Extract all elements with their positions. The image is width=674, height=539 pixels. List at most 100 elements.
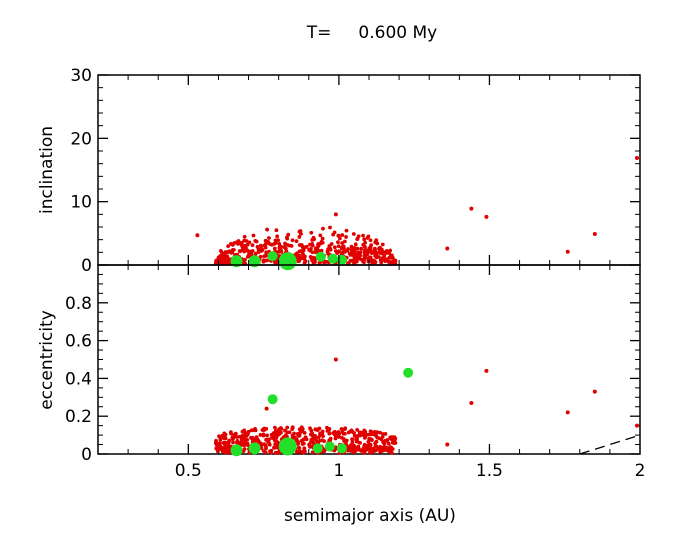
planetesimal-point bbox=[307, 247, 311, 252]
x-axis-label: semimajor axis (AU) bbox=[284, 506, 456, 526]
planetesimal-point bbox=[332, 245, 337, 250]
planetesimal-point bbox=[249, 435, 253, 440]
planetesimal-point bbox=[244, 434, 249, 438]
planetesimal-point bbox=[319, 248, 324, 253]
planetesimal-point bbox=[352, 443, 356, 448]
planetesimal-point bbox=[346, 430, 351, 435]
y-tick-label: 10 bbox=[70, 193, 92, 213]
planetesimal-point bbox=[250, 428, 255, 433]
planetesimal-point bbox=[266, 439, 271, 444]
planetesimal-point bbox=[352, 246, 357, 250]
planetesimal-point bbox=[265, 433, 269, 438]
planetesimal-point bbox=[368, 257, 373, 262]
planetesimal-point bbox=[342, 248, 347, 253]
planetesimal-point bbox=[350, 250, 355, 255]
planetesimal-point bbox=[352, 257, 357, 262]
planetesimal-point bbox=[221, 254, 225, 259]
y-tick-label: 0.6 bbox=[65, 332, 92, 352]
planetesimal-point bbox=[297, 433, 302, 438]
embryo-point bbox=[278, 252, 297, 271]
y-tick-label: 0 bbox=[81, 445, 92, 465]
planetesimal-point bbox=[276, 238, 281, 243]
planetesimal-point bbox=[233, 431, 238, 436]
planetesimal-point bbox=[231, 440, 235, 445]
planetesimal-point bbox=[310, 450, 315, 455]
planetesimal-point bbox=[221, 435, 225, 440]
planetesimal-point bbox=[592, 231, 597, 236]
planetesimal-point bbox=[634, 423, 639, 428]
planetesimal-point bbox=[385, 438, 390, 442]
planetesimal-point bbox=[276, 440, 281, 445]
embryo-point bbox=[248, 255, 261, 268]
planetesimal-point bbox=[297, 229, 302, 234]
planetesimal-point bbox=[336, 240, 340, 245]
y-tick-label: 20 bbox=[70, 129, 92, 149]
planetesimal-point bbox=[592, 389, 597, 394]
planetesimal-point bbox=[375, 241, 380, 246]
planetesimal-point bbox=[299, 450, 303, 454]
planetesimal-point bbox=[368, 443, 373, 448]
planetesimal-point bbox=[361, 447, 365, 451]
planetesimal-point bbox=[340, 430, 345, 435]
planetesimal-point bbox=[218, 257, 223, 261]
boundary-dashed-line bbox=[579, 434, 641, 455]
planetesimal-point bbox=[370, 450, 375, 455]
planetesimal-point bbox=[283, 428, 287, 433]
planetesimal-point bbox=[344, 228, 349, 233]
planetesimal-point bbox=[361, 259, 365, 264]
bottom-y-axis-label: eccentricity bbox=[37, 310, 57, 410]
y-tick-label: 30 bbox=[70, 66, 92, 86]
planetesimal-point bbox=[372, 246, 377, 251]
planetesimal-point bbox=[243, 257, 247, 262]
planetesimal-point bbox=[320, 438, 325, 443]
planetesimal-point bbox=[259, 443, 264, 447]
planetesimal-point bbox=[238, 434, 242, 439]
planetesimal-point bbox=[336, 233, 341, 238]
planetesimal-point bbox=[275, 234, 280, 239]
planetesimal-point bbox=[368, 437, 373, 441]
planetesimal-point bbox=[262, 428, 266, 433]
planetesimal-point bbox=[321, 226, 325, 231]
planetesimal-point bbox=[333, 249, 338, 253]
planetesimal-point bbox=[277, 427, 282, 432]
planetesimal-point bbox=[255, 244, 260, 249]
planetesimal-point bbox=[267, 236, 271, 240]
y-tick-label: 0.4 bbox=[65, 369, 92, 389]
planetesimal-point bbox=[302, 449, 307, 454]
planetesimal-point bbox=[264, 406, 269, 411]
planetesimal-point bbox=[220, 251, 225, 255]
planetesimal-point bbox=[245, 248, 250, 253]
planetesimal-point bbox=[350, 440, 355, 445]
planetesimal-point bbox=[344, 235, 348, 239]
planetesimal-point bbox=[251, 233, 256, 238]
planetesimal-point bbox=[356, 444, 361, 449]
planetesimal-point bbox=[388, 260, 393, 265]
planetesimal-point bbox=[314, 249, 319, 254]
planetesimal-point bbox=[383, 432, 388, 436]
planetesimal-point bbox=[231, 247, 236, 252]
planetesimal-point bbox=[368, 238, 373, 243]
planetesimal-point bbox=[320, 429, 325, 434]
planetesimal-point bbox=[303, 259, 308, 264]
x-tick-label: 2 bbox=[635, 461, 646, 481]
planetesimal-point bbox=[269, 448, 274, 453]
planetesimal-point bbox=[261, 259, 266, 264]
planetesimal-point bbox=[380, 242, 385, 247]
planetesimal-point bbox=[327, 431, 332, 436]
planetesimal-point bbox=[297, 427, 302, 432]
embryo-point bbox=[267, 394, 278, 405]
planetesimal-point bbox=[375, 251, 380, 255]
top-axis-ticks: 0 10 20 30 bbox=[70, 66, 640, 276]
planetesimal-point bbox=[379, 260, 384, 265]
planetesimal-point bbox=[262, 254, 266, 259]
planetesimal-point bbox=[272, 246, 277, 251]
planetesimal-point bbox=[297, 243, 302, 247]
planetesimal-point bbox=[222, 449, 227, 454]
planetesimal-point bbox=[235, 435, 240, 439]
planetesimal-point bbox=[357, 447, 362, 452]
planetesimal-point bbox=[356, 433, 361, 438]
planetesimal-point bbox=[355, 427, 360, 432]
x-tick-label: 1 bbox=[333, 461, 344, 481]
planetesimal-point bbox=[375, 430, 380, 434]
